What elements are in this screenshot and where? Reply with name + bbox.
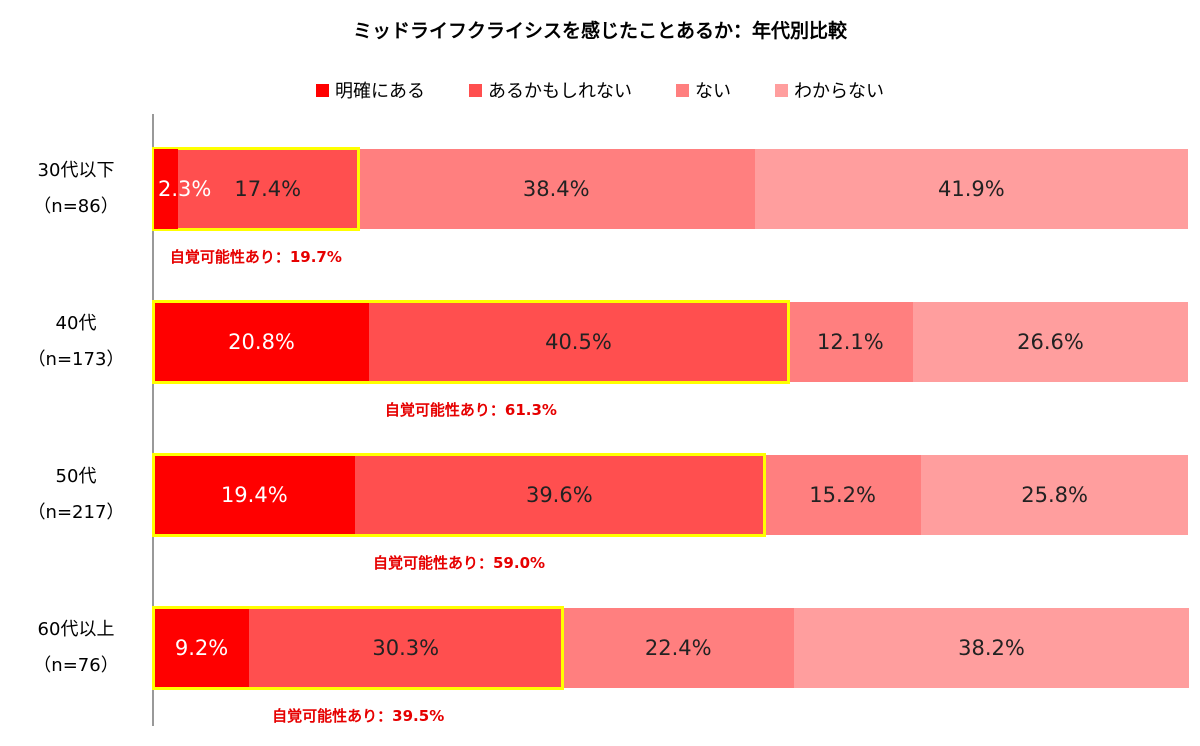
bar-row: 9.2% 30.3% 22.4% 38.2%: [154, 608, 1190, 688]
bar-segment: 12.1%: [787, 302, 913, 382]
legend-label: わからない: [794, 81, 884, 102]
legend-item-maybe: あるかもしれない: [469, 77, 632, 103]
sample-size: （n=173）: [27, 349, 125, 370]
bar-segment: 19.4%: [154, 455, 355, 535]
awareness-annotation: 自覚可能性あり：39.5%: [272, 707, 445, 725]
category-name: 40代: [55, 313, 97, 334]
data-label: 9.2%: [174, 636, 229, 660]
data-label: 12.1%: [817, 330, 884, 354]
category-label: 60代以上 （n=76）: [0, 612, 152, 684]
data-label: 17.4%: [234, 177, 302, 201]
bar-segment: 22.4%: [562, 608, 795, 688]
data-label: 19.4%: [220, 483, 288, 507]
legend-swatch: [775, 83, 788, 97]
data-label: 30.3%: [372, 636, 440, 660]
category-name: 30代以下: [37, 160, 115, 181]
legend: 明確にある あるかもしれない ない わからない: [0, 77, 1200, 103]
data-label: 39.6%: [525, 483, 593, 507]
legend-swatch: [676, 83, 689, 97]
bar-segment: 15.2%: [764, 455, 922, 535]
bar-segment: 38.4%: [357, 149, 755, 229]
bar-segment: 39.6%: [354, 455, 765, 535]
data-label: 25.8%: [1021, 483, 1088, 507]
bar-segment: 26.6%: [912, 302, 1188, 382]
legend-swatch: [469, 83, 482, 97]
category-name: 60代以上: [37, 619, 115, 640]
category-label: 40代 （n=173）: [0, 306, 152, 378]
legend-item-unknown: わからない: [775, 77, 884, 103]
legend-label: あるかもしれない: [488, 81, 632, 102]
bar-segment: 2.3%: [154, 149, 211, 229]
awareness-annotation: 自覚可能性あり：19.7%: [169, 248, 342, 266]
bar-segment: 40.5%: [369, 302, 788, 382]
data-label: 41.9%: [938, 177, 1005, 201]
bar-segment: 20.8%: [154, 302, 370, 382]
bar-segment: 25.8%: [921, 455, 1188, 535]
sample-size: （n=76）: [33, 655, 119, 676]
legend-label: ない: [695, 81, 731, 102]
data-label: 38.2%: [958, 636, 1025, 660]
bar-segment: 9.2%: [154, 608, 250, 688]
legend-item-no: ない: [676, 77, 731, 103]
category-axis-line: [152, 114, 154, 726]
data-label: 26.6%: [1017, 330, 1084, 354]
legend-label: 明確にある: [335, 81, 425, 102]
bar-segment: 30.3%: [249, 608, 563, 688]
bar-segment: 17.4%: [177, 149, 358, 229]
sample-size: （n=217）: [27, 502, 125, 523]
data-label: 38.4%: [522, 177, 590, 201]
category-label: 50代 （n=217）: [0, 459, 152, 531]
bar-row: 2.3% 17.4% 38.4% 41.9%: [154, 149, 1188, 229]
data-label: 20.8%: [228, 330, 295, 354]
awareness-annotation: 自覚可能性あり：61.3%: [384, 401, 557, 419]
bar-segment: 38.2%: [794, 608, 1190, 688]
category-label: 30代以下 （n=86）: [0, 153, 152, 225]
legend-item-clearly-yes: 明確にある: [316, 77, 425, 103]
data-label: 15.2%: [809, 483, 876, 507]
category-name: 50代: [55, 466, 97, 487]
data-label: 40.5%: [545, 330, 612, 354]
data-label: 22.4%: [644, 636, 712, 660]
legend-swatch: [316, 83, 329, 97]
data-label: 2.3%: [158, 177, 212, 201]
sample-size: （n=86）: [33, 196, 119, 217]
bar-row: 20.8% 40.5% 12.1% 26.6%: [154, 302, 1188, 382]
bar-row: 19.4% 39.6% 15.2% 25.8%: [154, 455, 1188, 535]
bar-segment: 41.9%: [754, 149, 1188, 229]
awareness-annotation: 自覚可能性あり：59.0%: [372, 554, 546, 572]
chart-title: ミッドライフクライシスを感じたことあるか：年代別比較: [352, 20, 847, 42]
